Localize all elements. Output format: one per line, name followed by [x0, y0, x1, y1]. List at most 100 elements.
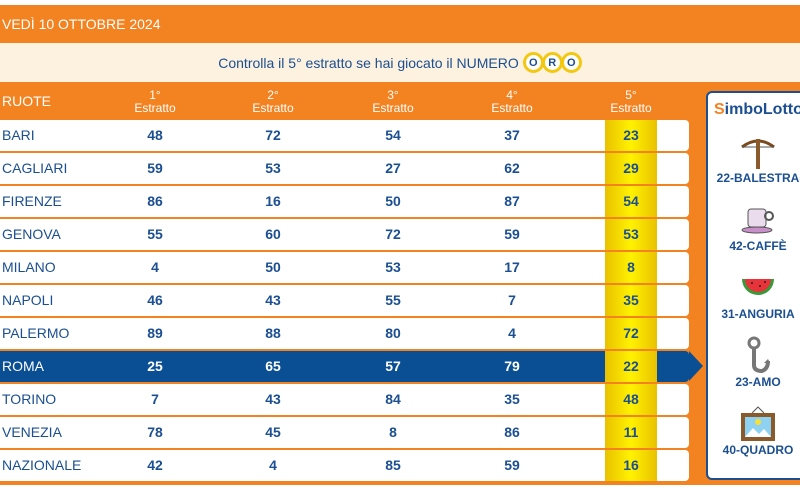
- table-row-nazionale[interactable]: NAZIONALE 42 4 85 59 16: [0, 450, 689, 481]
- estratto-1: 4: [151, 259, 159, 275]
- estratto-2: 4: [269, 457, 277, 473]
- estratto-1: 78: [147, 424, 163, 440]
- simbolo-label: 22-BALESTRA: [716, 171, 800, 185]
- estratto-3: 72: [385, 226, 401, 242]
- simbolo-item: 31-ANGURIA: [708, 267, 800, 321]
- table-row-venezia[interactable]: VENEZIA 78 45 8 86 11: [0, 417, 689, 448]
- ruota-name: MILANO: [2, 259, 56, 275]
- estratto-5: 11: [605, 417, 657, 448]
- ruota-name: TORINO: [2, 391, 57, 407]
- table-header: RUOTE 1° Estratto 2° Estratto 3° Estratto 4° Es…: [0, 88, 700, 120]
- estratto-3: 50: [385, 193, 401, 209]
- estratto-3: 80: [385, 325, 401, 341]
- simbolo-item: 40-QUADRO: [708, 403, 800, 457]
- picture-frame-icon: [708, 403, 800, 443]
- simbolo-item: 22-BALESTRA: [708, 131, 800, 185]
- estratto-3: 8: [389, 424, 397, 440]
- estratto-2: 65: [265, 358, 281, 374]
- estratto-3: 55: [385, 292, 401, 308]
- estratto-1: 42: [147, 457, 163, 473]
- estratto-1: 7: [151, 391, 159, 407]
- simbolo-label: 23-AMO: [735, 375, 781, 389]
- estratto-3: 57: [385, 358, 401, 374]
- estratto-2: 45: [265, 424, 281, 440]
- ruota-name: NAZIONALE: [2, 457, 82, 473]
- estratto-2: 43: [265, 391, 281, 407]
- draw-date: VEDÌ 10 OTTOBRE 2024: [2, 16, 161, 32]
- oro-letter: O: [522, 52, 544, 73]
- header-estratto-5: 5° Estratto: [610, 88, 652, 115]
- header-ruote: RUOTE: [2, 93, 51, 109]
- simbolotto-logo: SimboLotto: [714, 101, 800, 118]
- estratto-5: 35: [605, 285, 657, 316]
- table-row-torino[interactable]: TORINO 7 43 84 35 48: [0, 384, 689, 415]
- estratto-3: 84: [385, 391, 401, 407]
- ruota-name: VENEZIA: [2, 424, 62, 440]
- ruota-name: FIRENZE: [2, 193, 62, 209]
- table-row-firenze[interactable]: FIRENZE 86 16 50 87 54: [0, 186, 689, 217]
- estratto-2: 43: [265, 292, 281, 308]
- table-row-palermo[interactable]: PALERMO 89 88 80 4 72: [0, 318, 689, 349]
- estratto-3: 54: [385, 127, 401, 143]
- estratto-4: 62: [504, 160, 520, 176]
- estratto-1: 86: [147, 193, 163, 209]
- header-estratto-1: 1° Estratto: [134, 88, 176, 115]
- oro-letter: R: [541, 52, 563, 73]
- estratto-1: 55: [147, 226, 163, 242]
- estratto-4: 17: [504, 259, 520, 275]
- estratto-2: 50: [265, 259, 281, 275]
- estratto-5: 29: [605, 153, 657, 184]
- header-estratto-2: 2° Estratto: [252, 88, 294, 115]
- simbolo-item: 42-CAFFÈ: [708, 199, 800, 253]
- ruota-name: PALERMO: [2, 325, 70, 341]
- estratto-4: 59: [504, 226, 520, 242]
- table-row-cagliari[interactable]: CAGLIARI 59 53 27 62 29: [0, 153, 689, 184]
- estratto-2: 16: [265, 193, 281, 209]
- header-estratto-3: 3° Estratto: [372, 88, 414, 115]
- simbolo-label: 31-ANGURIA: [721, 307, 795, 321]
- estratto-5: 54: [605, 186, 657, 217]
- ruota-name: NAPOLI: [2, 292, 54, 308]
- oro-logo: O R O: [522, 52, 582, 73]
- estratto-1: 48: [147, 127, 163, 143]
- simbolo-item: 23-AMO: [708, 335, 800, 389]
- header-estratto-4: 4° Estratto: [491, 88, 533, 115]
- table-row-napoli[interactable]: NAPOLI 46 43 55 7 35: [0, 285, 689, 316]
- estratto-5: 16: [605, 450, 657, 481]
- table-row-genova[interactable]: GENOVA 55 60 72 59 53: [0, 219, 689, 250]
- estratto-2: 72: [265, 127, 281, 143]
- estratto-5: 8: [605, 252, 657, 283]
- estratto-4: 37: [504, 127, 520, 143]
- estratto-4: 35: [504, 391, 520, 407]
- estratto-2: 88: [265, 325, 281, 341]
- estratto-2: 60: [265, 226, 281, 242]
- table-row-milano[interactable]: MILANO 4 50 53 17 8: [0, 252, 689, 283]
- ruota-name: BARI: [2, 127, 35, 143]
- crossbow-icon: [708, 131, 800, 171]
- estratto-1: 89: [147, 325, 163, 341]
- fishhook-icon: [708, 335, 800, 375]
- estratto-4: 86: [504, 424, 520, 440]
- ruota-name: CAGLIARI: [2, 160, 68, 176]
- estratto-1: 46: [147, 292, 163, 308]
- table-row-bari[interactable]: BARI 48 72 54 37 23: [0, 120, 689, 151]
- estratto-1: 25: [147, 358, 163, 374]
- oro-banner: Controlla il 5° estratto se hai giocato …: [0, 43, 800, 82]
- estratto-4: 59: [504, 457, 520, 473]
- ruota-name: GENOVA: [2, 226, 61, 242]
- estratto-3: 27: [385, 160, 401, 176]
- coffee-cup-icon: [708, 199, 800, 239]
- estratto-5: 48: [605, 384, 657, 415]
- table-row-roma[interactable]: ROMA 25 65 57 79 22: [0, 351, 703, 382]
- estratto-1: 59: [147, 160, 163, 176]
- simbolo-label: 40-QUADRO: [722, 443, 794, 457]
- estratto-5: 72: [605, 318, 657, 349]
- estratto-3: 53: [385, 259, 401, 275]
- banner-text: Controlla il 5° estratto se hai giocato …: [218, 54, 519, 71]
- estratto-5: 22: [605, 351, 657, 382]
- oro-letter: O: [560, 52, 582, 73]
- estratto-2: 53: [265, 160, 281, 176]
- estratto-4: 4: [508, 325, 516, 341]
- simbolotto-panel: SimboLotto 22-BALESTRA 42-CAFFÈ 31-ANGURIA…: [706, 91, 800, 480]
- estratto-4: 87: [504, 193, 520, 209]
